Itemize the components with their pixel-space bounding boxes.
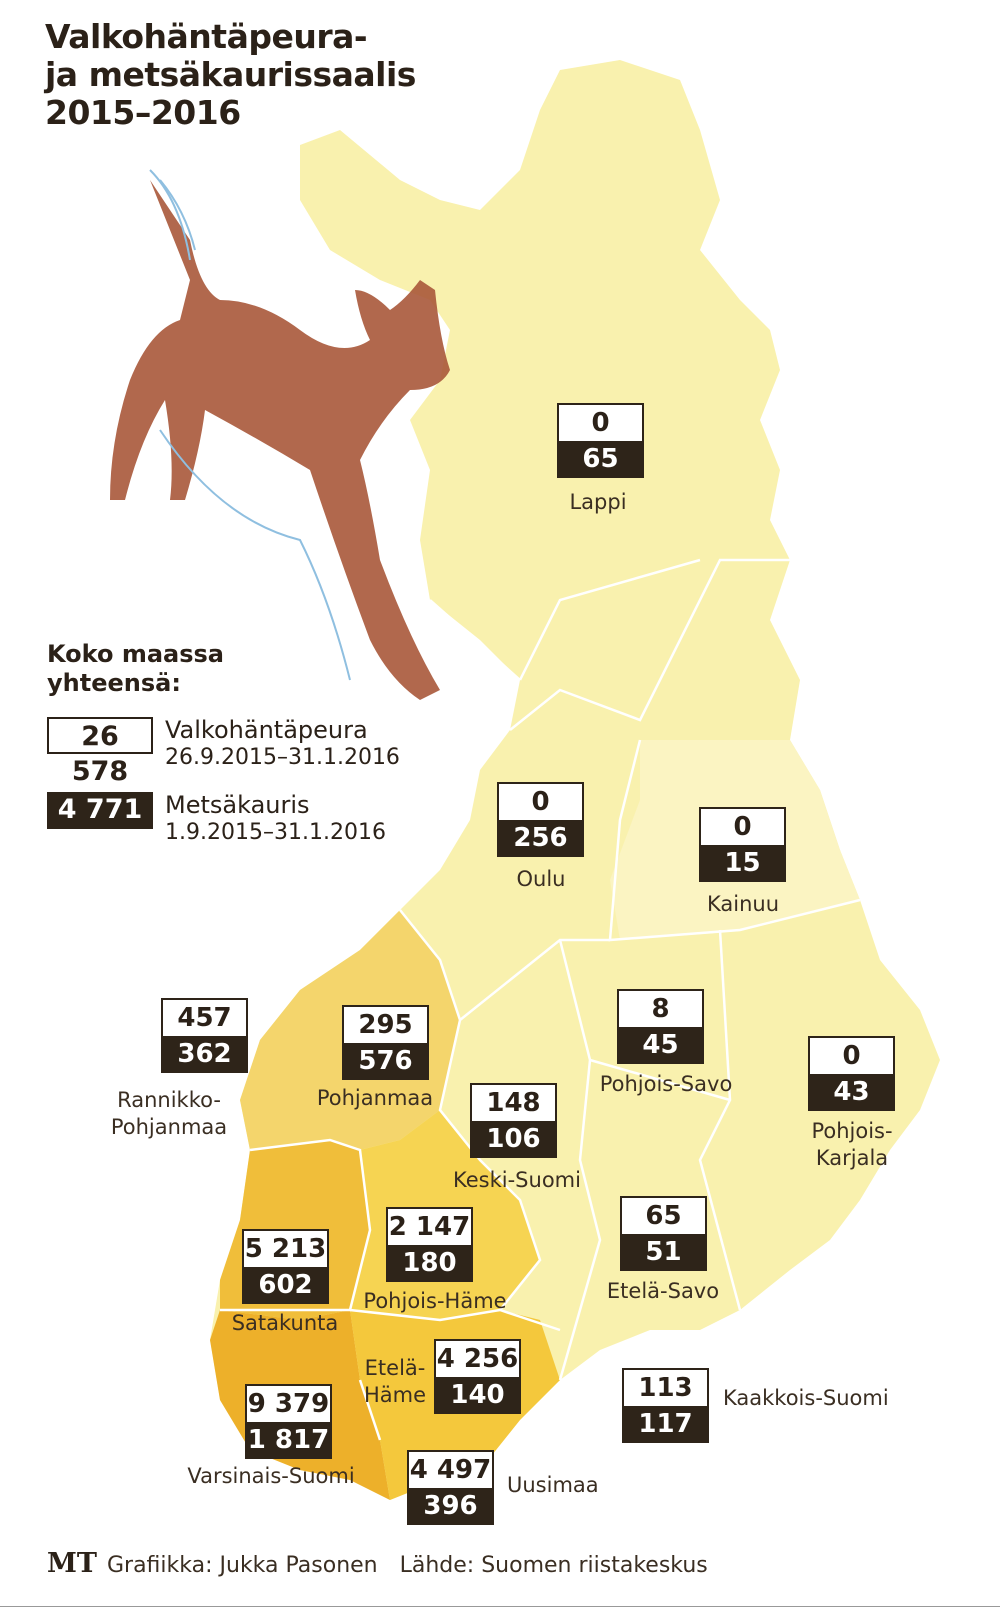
region-label-kaakkois-suomi: Kaakkois-Suomi: [723, 1386, 889, 1410]
valkohantapeura-value: 9 379: [247, 1386, 330, 1422]
region-label-uusimaa: Uusimaa: [507, 1473, 599, 1497]
legend-heading: Koko maassa yhteensä:: [47, 640, 224, 698]
mt-logo: MT: [47, 1548, 97, 1579]
legend-valkohantapeura-label: Valkohäntäpeura: [165, 716, 368, 744]
region-label-etela-savo: Etelä-Savo: [606, 1279, 720, 1303]
region-box-rannikko-pohjanmaa: 457 362: [161, 998, 248, 1073]
valkohantapeura-value: 4 256: [436, 1341, 519, 1377]
region-box-pohjois-savo: 8 45: [617, 989, 704, 1064]
region-box-kaakkois-suomi: 113 117: [622, 1368, 709, 1443]
valkohantapeura-value: 65: [622, 1198, 705, 1234]
region-label-keski-suomi: Keski-Suomi: [453, 1168, 581, 1192]
footer-source: Lähde: Suomen riistakeskus: [399, 1553, 708, 1578]
metsakauris-value: 45: [619, 1027, 702, 1064]
deer-illustration: [110, 169, 450, 700]
region-label-etela-hame: Etelä- Häme: [363, 1356, 427, 1407]
region-box-lappi: 0 65: [557, 403, 644, 478]
metsakauris-value: 65: [559, 441, 642, 478]
valkohantapeura-value: 0: [559, 405, 642, 441]
metsakauris-value: 43: [810, 1074, 893, 1111]
region-label-varsinais-suomi: Varsinais-Suomi: [187, 1464, 355, 1488]
region-box-etela-savo: 65 51: [620, 1196, 707, 1271]
legend-heading-line-1: Koko maassa: [47, 640, 224, 668]
legend-metsakauris: 4 771 Metsäkauris 1.9.2015–31.1.2016: [47, 792, 386, 846]
valkohantapeura-value: 0: [701, 809, 784, 845]
region-box-pohjois-karjala: 0 43: [808, 1036, 895, 1111]
region-box-etela-hame: 4 256 140: [434, 1339, 521, 1414]
region-box-uusimaa: 4 497 396: [407, 1450, 494, 1525]
valkohantapeura-value: 0: [499, 784, 582, 820]
valkohantapeura-value: 113: [624, 1370, 707, 1406]
region-label-rannikko-pohjanmaa: Rannikko- Pohjanmaa: [110, 1088, 228, 1139]
region-box-keski-suomi: 148 106: [470, 1083, 557, 1158]
bottom-divider: [0, 1606, 1000, 1607]
valkohantapeura-value: 148: [472, 1085, 555, 1121]
region-borders: [220, 558, 861, 1441]
metsakauris-value: 15: [701, 845, 784, 882]
valkohantapeura-value: 2 147: [388, 1209, 471, 1245]
legend-valkohantapeura-total: 26 578: [47, 717, 153, 787]
legend-valkohantapeura: 26 578 Valkohäntäpeura 26.9.2015–31.1.20…: [47, 716, 400, 787]
legend-heading-line-2: yhteensä:: [47, 669, 181, 697]
region-label-pohjois-karjala: Pohjois-Karjala: [811, 1119, 893, 1170]
region-label-pohjois-savo: Pohjois-Savo: [599, 1072, 733, 1096]
valkohantapeura-value: 0: [810, 1038, 893, 1074]
region-label-satakunta: Satakunta: [231, 1311, 339, 1335]
region-label-oulu: Oulu: [516, 867, 566, 891]
legend-valkohantapeura-period: 26.9.2015–31.1.2016: [165, 745, 400, 770]
valkohantapeura-value: 5 213: [244, 1231, 327, 1267]
legend-metsakauris-label: Metsäkauris: [165, 791, 310, 819]
region-box-pohjois-hame: 2 147 180: [386, 1207, 473, 1282]
valkohantapeura-value: 295: [344, 1007, 427, 1043]
region-box-kainuu: 0 15: [699, 807, 786, 882]
metsakauris-value: 51: [622, 1234, 705, 1271]
valkohantapeura-value: 4 497: [409, 1452, 492, 1488]
metsakauris-value: 1 817: [247, 1422, 330, 1459]
region-box-oulu: 0 256: [497, 782, 584, 857]
valkohantapeura-value: 8: [619, 991, 702, 1027]
region-box-varsinais-suomi: 9 379 1 817: [245, 1384, 332, 1459]
region-label-kainuu: Kainuu: [706, 892, 780, 916]
valkohantapeura-value: 457: [163, 1000, 246, 1036]
title-line-1: Valkohäntäpeura-: [45, 17, 368, 56]
region-box-pohjanmaa: 295 576: [342, 1005, 429, 1080]
metsakauris-value: 106: [472, 1121, 555, 1158]
metsakauris-value: 396: [409, 1488, 492, 1525]
metsakauris-value: 576: [344, 1043, 427, 1080]
page-title: Valkohäntäpeura- ja metsäkaurissaalis 20…: [45, 18, 416, 132]
metsakauris-value: 602: [244, 1267, 327, 1304]
metsakauris-value: 256: [499, 820, 582, 857]
title-line-3: 2015–2016: [45, 93, 241, 132]
footer-credit: Grafiikka: Jukka Pasonen: [106, 1553, 378, 1578]
region-label-lappi: Lappi: [569, 490, 627, 514]
footer: MT Grafiikka: Jukka Pasonen Lähde: Suome…: [47, 1548, 708, 1579]
metsakauris-value: 117: [624, 1406, 707, 1443]
metsakauris-value: 140: [436, 1377, 519, 1414]
region-box-satakunta: 5 213 602: [242, 1229, 329, 1304]
legend-metsakauris-total: 4 771: [47, 792, 153, 829]
metsakauris-value: 180: [388, 1245, 471, 1282]
title-line-2: ja metsäkaurissaalis: [45, 55, 416, 94]
metsakauris-value: 362: [163, 1036, 246, 1073]
region-label-pohjanmaa: Pohjanmaa: [316, 1086, 434, 1110]
region-label-pohjois-hame: Pohjois-Häme: [363, 1289, 507, 1313]
legend-metsakauris-period: 1.9.2015–31.1.2016: [165, 820, 386, 845]
